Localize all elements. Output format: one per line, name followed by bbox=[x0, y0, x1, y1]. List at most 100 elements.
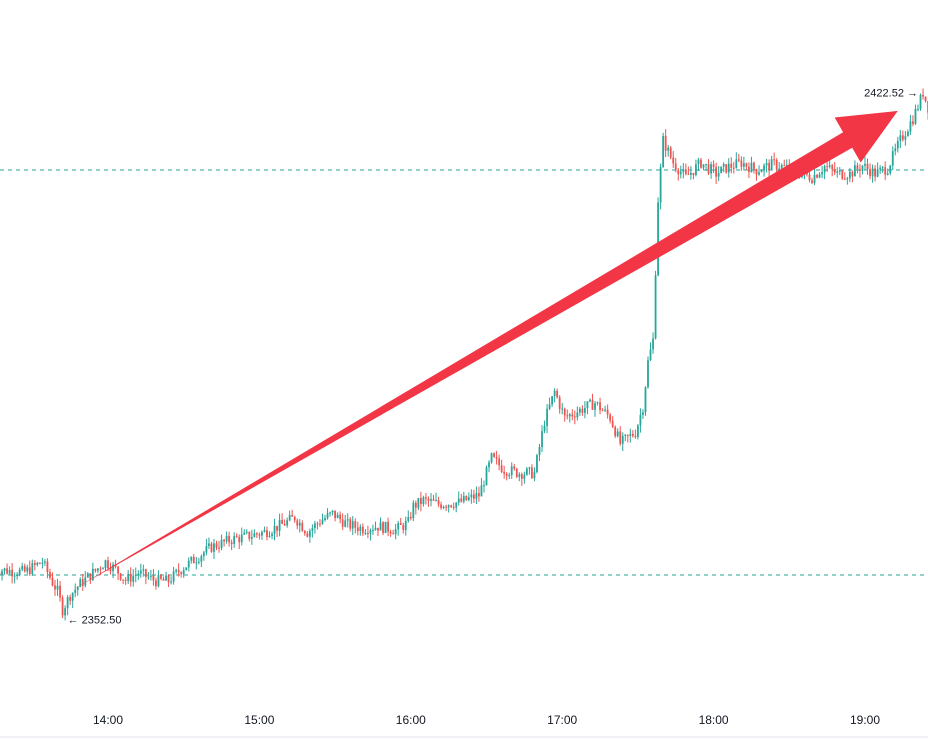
candle-body bbox=[611, 420, 614, 427]
candle-body bbox=[869, 169, 871, 177]
candle-body bbox=[99, 568, 102, 570]
candle-body bbox=[97, 568, 99, 571]
candle-body bbox=[94, 568, 97, 571]
candle-body bbox=[710, 164, 712, 174]
candle-body bbox=[341, 519, 344, 527]
candle-body bbox=[642, 412, 644, 415]
candle-body bbox=[876, 169, 879, 177]
candle-body bbox=[248, 531, 251, 539]
candle-body bbox=[134, 574, 137, 576]
candle-body bbox=[185, 567, 188, 571]
candle-body bbox=[566, 415, 569, 417]
candle-body bbox=[407, 516, 410, 521]
candle-body bbox=[139, 570, 142, 574]
candle-body bbox=[255, 533, 258, 535]
candle-body bbox=[46, 561, 49, 573]
candle-body bbox=[503, 471, 506, 474]
candle-body bbox=[616, 431, 619, 437]
candle-body bbox=[31, 563, 34, 575]
candle-body bbox=[102, 568, 104, 570]
candle-body bbox=[344, 520, 347, 527]
candle-body bbox=[745, 163, 748, 167]
candle-body bbox=[81, 579, 84, 586]
candle-body bbox=[122, 579, 125, 581]
candle-body bbox=[715, 167, 718, 177]
candle-body bbox=[584, 408, 586, 413]
candle-body bbox=[326, 513, 329, 519]
candle-body bbox=[425, 497, 427, 499]
candle-body bbox=[440, 504, 442, 509]
candle-body bbox=[11, 569, 14, 577]
candle-body bbox=[162, 578, 165, 581]
candle-body bbox=[377, 527, 379, 531]
trend-arrow bbox=[70, 110, 898, 592]
candle-body bbox=[727, 163, 730, 173]
candle-body bbox=[536, 455, 538, 473]
candle-body bbox=[240, 534, 243, 543]
candle-body bbox=[737, 159, 740, 161]
candle-body bbox=[283, 523, 286, 526]
candle-body bbox=[546, 408, 548, 427]
candle-body bbox=[619, 431, 622, 444]
candle-body bbox=[558, 397, 561, 409]
candle-body bbox=[606, 409, 609, 415]
candle-body bbox=[455, 502, 458, 508]
horizontal-lines bbox=[0, 169, 928, 576]
candle-body bbox=[41, 562, 44, 564]
candle-body bbox=[273, 525, 276, 534]
candle-body bbox=[235, 536, 238, 538]
candle-body bbox=[480, 485, 483, 497]
candle-body bbox=[659, 167, 662, 203]
candle-body bbox=[180, 572, 183, 574]
candle-body bbox=[919, 94, 922, 109]
candle-body bbox=[1, 571, 3, 575]
candle-body bbox=[210, 543, 213, 552]
candle-body bbox=[124, 579, 127, 581]
candle-body bbox=[442, 506, 445, 509]
candle-body bbox=[523, 474, 526, 479]
candle-body bbox=[167, 575, 170, 583]
candle-body bbox=[571, 414, 574, 417]
candle-body bbox=[195, 562, 198, 564]
candle-body bbox=[404, 520, 407, 530]
candle-body bbox=[725, 164, 728, 173]
candle-body bbox=[720, 166, 723, 174]
candle-body bbox=[190, 556, 193, 561]
candle-body bbox=[884, 167, 887, 175]
candle-body bbox=[276, 525, 278, 531]
candle-body bbox=[576, 412, 579, 418]
candle-body bbox=[13, 575, 16, 577]
candle-body bbox=[238, 537, 241, 543]
candle-body bbox=[518, 474, 521, 477]
candle-body bbox=[637, 425, 639, 438]
candle-body bbox=[657, 202, 659, 276]
candle-body bbox=[740, 160, 743, 167]
candle-body bbox=[447, 505, 450, 508]
candle-body bbox=[51, 577, 54, 586]
candle-body bbox=[414, 502, 417, 508]
candle-body bbox=[233, 536, 236, 544]
time-axis[interactable]: 14:00 15:00 16:00 17:00 18:00 19:00 bbox=[0, 713, 928, 738]
candle-body bbox=[599, 402, 601, 411]
candle-body bbox=[291, 515, 294, 517]
candle-body bbox=[69, 597, 72, 601]
candle-body bbox=[89, 573, 92, 580]
candle-body bbox=[672, 157, 675, 164]
candle-body bbox=[6, 568, 8, 574]
candle-body bbox=[361, 526, 364, 534]
candle-body bbox=[331, 510, 334, 513]
candle-body bbox=[84, 577, 87, 586]
candle-body bbox=[427, 498, 430, 501]
candle-body bbox=[303, 531, 306, 534]
candle-body bbox=[147, 576, 150, 578]
candle-body bbox=[614, 426, 617, 437]
candle-body bbox=[66, 597, 69, 609]
candle-body bbox=[553, 390, 556, 397]
candle-body bbox=[604, 409, 606, 411]
candle-body bbox=[470, 494, 473, 498]
candle-body bbox=[881, 167, 884, 169]
candle-body bbox=[460, 498, 463, 502]
candle-body bbox=[437, 500, 440, 505]
candle-body bbox=[36, 562, 39, 565]
